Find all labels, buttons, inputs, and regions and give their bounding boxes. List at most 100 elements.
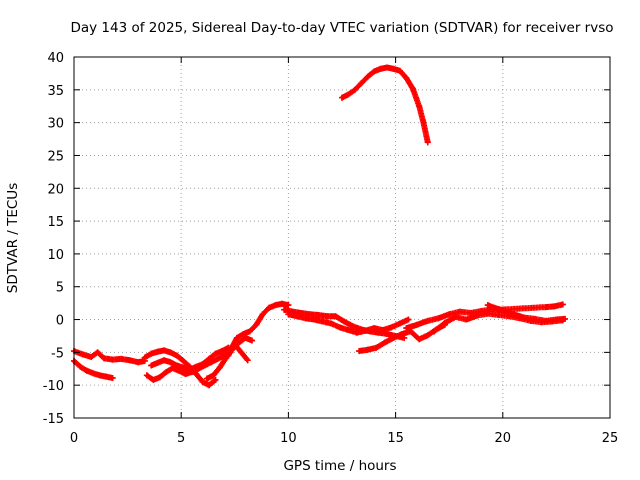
data-point (371, 68, 378, 75)
data-point (431, 328, 438, 335)
data-point (559, 317, 566, 324)
x-tick-label: 10 (280, 431, 297, 446)
data-point (497, 306, 504, 313)
data-point (79, 351, 86, 358)
data-point (253, 321, 260, 328)
data-point (173, 352, 180, 359)
series-pre-noon-rise (225, 300, 292, 359)
data-point (225, 352, 232, 359)
data-point (484, 310, 491, 317)
data-point (90, 370, 97, 377)
data-point (384, 64, 391, 71)
data-point (364, 73, 371, 80)
data-point (154, 359, 161, 366)
data-point (332, 313, 339, 320)
data-point (506, 313, 513, 320)
x-tick-label: 5 (177, 431, 185, 446)
data-point (384, 330, 391, 337)
y-tick-label: 30 (47, 117, 64, 132)
data-marks (71, 64, 568, 389)
y-tick-label: 0 (56, 314, 64, 329)
y-axis-label: SDTVAR / TECUs (5, 183, 21, 293)
axis-ticks (73, 56, 611, 419)
data-point (456, 308, 463, 315)
data-point (161, 357, 168, 364)
data-point (319, 318, 326, 325)
data-point (210, 372, 217, 379)
data-point (148, 362, 155, 369)
data-point (156, 374, 163, 381)
series-trace (339, 64, 431, 146)
data-point (341, 318, 348, 325)
data-point (414, 321, 421, 328)
data-point (96, 372, 103, 379)
data-point (403, 75, 410, 82)
data-point (362, 327, 369, 334)
data-point (118, 355, 125, 362)
data-point (315, 311, 322, 318)
data-point (180, 357, 187, 364)
data-point (349, 323, 356, 330)
data-point (351, 86, 358, 93)
data-point (435, 315, 442, 322)
data-point (311, 316, 318, 323)
data-point (441, 319, 448, 326)
data-point (364, 346, 371, 353)
data-point (484, 302, 491, 309)
plot-frame (73, 56, 611, 419)
data-point (371, 325, 378, 332)
data-point (148, 350, 155, 357)
data-point (167, 349, 174, 356)
series-late-short-arc (484, 301, 566, 313)
data-point (323, 313, 330, 320)
data-point (452, 313, 459, 320)
data-point (206, 355, 213, 362)
data-point (246, 328, 253, 335)
data-point (182, 371, 189, 378)
y-tick-label: -10 (43, 379, 64, 394)
y-tick-label: 40 (47, 51, 64, 66)
data-point (336, 324, 343, 331)
x-axis-label: GPS time / hours (283, 458, 396, 474)
series-right-mid-arc-a (231, 341, 251, 364)
series-midday-band-a (281, 306, 408, 341)
data-point (206, 382, 213, 389)
data-point (416, 336, 423, 343)
data-point (302, 315, 309, 322)
data-point (218, 348, 225, 355)
data-point (399, 330, 406, 337)
data-point (527, 317, 534, 324)
data-point (405, 316, 412, 323)
x-tick-label: 15 (387, 431, 404, 446)
data-point (278, 300, 285, 307)
x-tick-label: 0 (70, 431, 78, 446)
data-point (83, 367, 90, 374)
data-point (199, 361, 206, 368)
data-point (285, 311, 292, 318)
data-point (281, 306, 288, 313)
series-afternoon-band-b (431, 310, 566, 335)
data-point (141, 354, 148, 361)
data-point (396, 320, 403, 327)
data-point (238, 349, 245, 356)
data-point (463, 316, 470, 323)
data-point (403, 325, 410, 332)
series-isolated-high-arc (339, 64, 431, 146)
data-point (109, 374, 116, 381)
data-point (231, 341, 238, 348)
chart-title: Day 143 of 2025, Sidereal Day-to-day VTE… (70, 20, 613, 36)
data-point (216, 364, 223, 371)
data-point (248, 337, 255, 344)
data-point (126, 357, 133, 364)
data-point (549, 318, 556, 325)
y-tick-label: 20 (47, 182, 64, 197)
data-point (150, 376, 157, 383)
data-point (381, 339, 388, 346)
data-point (143, 372, 150, 379)
data-point (491, 304, 498, 311)
y-tick-label: 35 (47, 84, 64, 99)
data-point (208, 359, 215, 366)
data-point (416, 103, 423, 110)
data-point (388, 324, 395, 331)
data-point (285, 302, 292, 309)
